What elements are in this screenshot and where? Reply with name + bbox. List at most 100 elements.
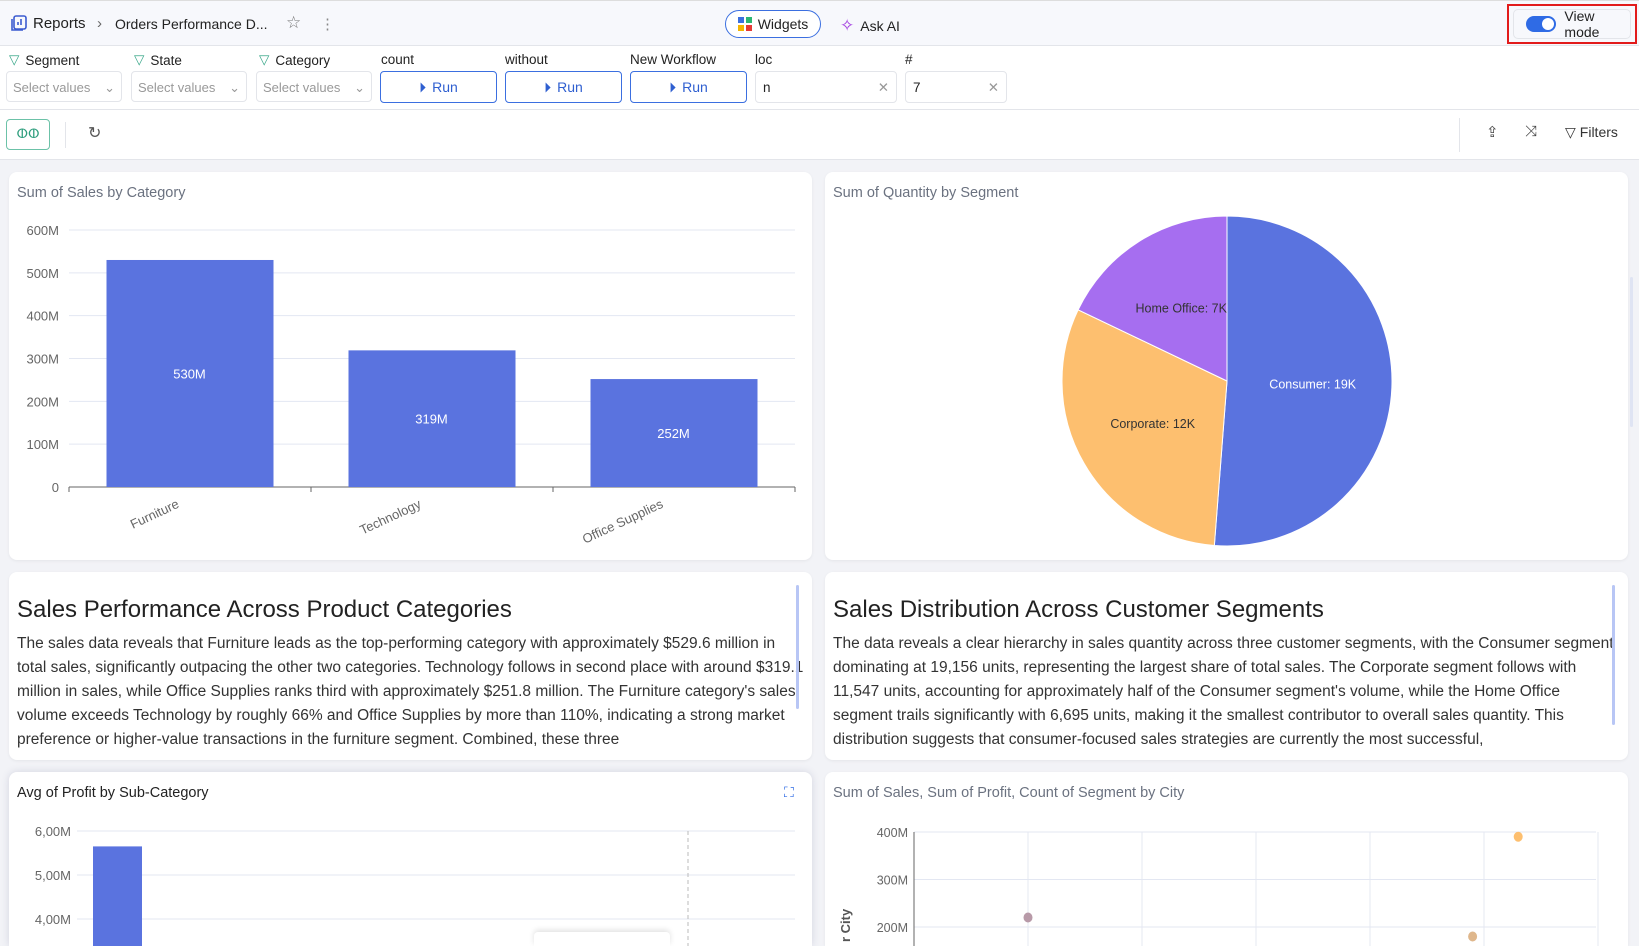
- star-icon[interactable]: ☆: [286, 13, 302, 32]
- pie-data-label: Home Office: 7K: [1136, 301, 1228, 315]
- y-tick-label: 300M: [877, 874, 908, 888]
- toggle-switch[interactable]: [1526, 16, 1557, 32]
- chevron-right-icon: ›: [97, 15, 102, 32]
- filter-segment-label: ▽ Segment: [9, 52, 80, 68]
- y-tick-label: 5,00M: [35, 868, 71, 883]
- category-select[interactable]: Select values ⌄: [256, 71, 372, 102]
- filters-button[interactable]: ▽ Filters: [1565, 124, 1618, 140]
- bar: [590, 379, 758, 487]
- play-circle-icon: ⏵: [544, 78, 552, 95]
- tooltip: [534, 932, 670, 946]
- breadcrumb-reports[interactable]: Reports: [33, 15, 86, 32]
- filter-state-label: ▽ State: [134, 52, 182, 68]
- scatter-point: [1468, 931, 1478, 942]
- scatter-point: [1513, 831, 1523, 842]
- quantity-by-segment-chart: Consumer: 19K Corporate: 12K Home Office: …: [1061, 215, 1393, 547]
- divider: [65, 122, 66, 148]
- x-tick-label: Furniture: [128, 496, 181, 532]
- scrollbar[interactable]: [796, 585, 799, 709]
- y-tick-label: 400M: [26, 309, 59, 324]
- sales-by-category-card: Sum of Sales by Category 0 100M 200M 300M 40…: [9, 172, 812, 560]
- expand-icon[interactable]: ⛶: [784, 784, 794, 800]
- bar-data-label: 252M: [657, 426, 690, 441]
- scrollbar[interactable]: [1612, 585, 1615, 725]
- ask-ai-button[interactable]: ✧ Ask AI: [840, 16, 900, 36]
- widgets-label: Widgets: [757, 16, 809, 32]
- refresh-icon[interactable]: ↻: [88, 125, 102, 142]
- view-mode-toggle[interactable]: View mode: [1513, 8, 1631, 40]
- chevron-down-icon: ⌄: [354, 80, 365, 95]
- y-tick-label: 4,00M: [35, 912, 71, 927]
- top-bar: Reports › Orders Performance D... ☆ ⋮ Wi…: [0, 0, 1639, 46]
- profit-by-subcategory-card: Avg of Profit by Sub-Category ⛶ 4,00M 5,0…: [9, 772, 812, 946]
- play-circle-icon: ⏵: [419, 78, 427, 95]
- chart-title: Avg of Profit by Sub-Category: [17, 785, 209, 801]
- filter-icon: ▽: [1565, 124, 1576, 140]
- filter-icon: ▽: [9, 52, 20, 67]
- reports-icon: [11, 15, 27, 31]
- chart-title: Sum of Sales by Category: [17, 185, 186, 201]
- filter-icon: ▽: [134, 52, 145, 67]
- scatter-point: [1023, 912, 1033, 923]
- y-tick-label: 100M: [26, 437, 59, 452]
- loc-input[interactable]: n ✕: [755, 71, 897, 103]
- workflow-new-label: New Workflow: [630, 52, 717, 67]
- city-scatter-chart: 200M 300M 400M r City: [838, 826, 1599, 946]
- hash-input[interactable]: 7 ✕: [905, 71, 1007, 103]
- divider: [1459, 118, 1460, 152]
- y-tick-label: 6,00M: [35, 824, 71, 839]
- workflow-without-label: without: [505, 52, 548, 67]
- bar: [348, 350, 516, 487]
- share-icon[interactable]: ⇪: [1486, 124, 1499, 141]
- chevron-down-icon: ⌄: [229, 80, 240, 95]
- y-axis-label: r City: [838, 908, 853, 942]
- hash-label: #: [905, 52, 913, 67]
- y-tick-label: 0: [52, 480, 59, 495]
- y-tick-label: 500M: [26, 266, 59, 281]
- toolbar: ⵀⵀ ↻ ⇪ ⤨ ▽ Filters: [0, 110, 1639, 160]
- bar: [93, 846, 142, 946]
- city-scatter-card: Sum of Sales, Sum of Profit, Count of Se…: [825, 772, 1628, 946]
- shuffle-icon[interactable]: ⤨: [1525, 123, 1538, 140]
- insight-text: The sales data reveals that Furniture le…: [17, 635, 804, 748]
- sparkle-icon: ✧: [840, 16, 855, 35]
- state-select[interactable]: Select values ⌄: [131, 71, 247, 102]
- x-tick-label: Technology: [357, 496, 423, 538]
- scrollbar[interactable]: [1630, 277, 1633, 427]
- bar-data-label: 530M: [173, 366, 206, 381]
- y-tick-label: 200M: [26, 394, 59, 409]
- segment-select[interactable]: Select values ⌄: [6, 71, 122, 102]
- y-tick-label: 300M: [26, 352, 59, 367]
- filter-category-label: ▽ Category: [259, 52, 331, 68]
- chart-title: Sum of Sales, Sum of Profit, Count of Se…: [833, 785, 1185, 801]
- insight-title: Sales Distribution Across Customer Segme…: [833, 596, 1324, 623]
- y-tick-label: 200M: [877, 921, 908, 935]
- clear-icon[interactable]: ✕: [877, 80, 889, 95]
- pie-data-label: Consumer: 19K: [1269, 377, 1357, 391]
- view-mode-label: View mode: [1564, 8, 1600, 40]
- y-tick-label: 400M: [877, 826, 908, 840]
- pie-slice: [1077, 215, 1228, 382]
- bar: [106, 259, 274, 487]
- more-vertical-icon[interactable]: ⋮: [320, 16, 335, 33]
- insight-card-segments: Sales Distribution Across Customer Segme…: [825, 572, 1628, 760]
- widgets-icon: [737, 17, 752, 31]
- pie-slice: [1213, 215, 1393, 547]
- insight-card-categories: Sales Performance Across Product Categor…: [9, 572, 812, 760]
- x-tick-label: Office Supplies: [580, 496, 666, 547]
- run-count-button[interactable]: ⏵ Run: [380, 71, 497, 103]
- clear-icon[interactable]: ✕: [987, 80, 999, 95]
- insight-text: The data reveals a clear hierarchy in sa…: [833, 635, 1614, 748]
- quantity-by-segment-card: Sum of Quantity by Segment Consumer: 19K…: [825, 172, 1633, 560]
- filter-icon: ▽: [259, 52, 270, 67]
- pie-slice: [1061, 309, 1228, 547]
- widgets-button[interactable]: Widgets: [725, 10, 821, 38]
- insight-title: Sales Performance Across Product Categor…: [17, 596, 512, 623]
- binoculars-button[interactable]: ⵀⵀ: [6, 119, 50, 150]
- chevron-down-icon: ⌄: [104, 80, 115, 95]
- run-new-workflow-button[interactable]: ⏵ Run: [630, 71, 747, 103]
- run-without-button[interactable]: ⏵ Run: [505, 71, 622, 103]
- play-circle-icon: ⏵: [669, 78, 677, 95]
- ask-ai-label: Ask AI: [860, 18, 900, 34]
- loc-label: loc: [755, 52, 773, 67]
